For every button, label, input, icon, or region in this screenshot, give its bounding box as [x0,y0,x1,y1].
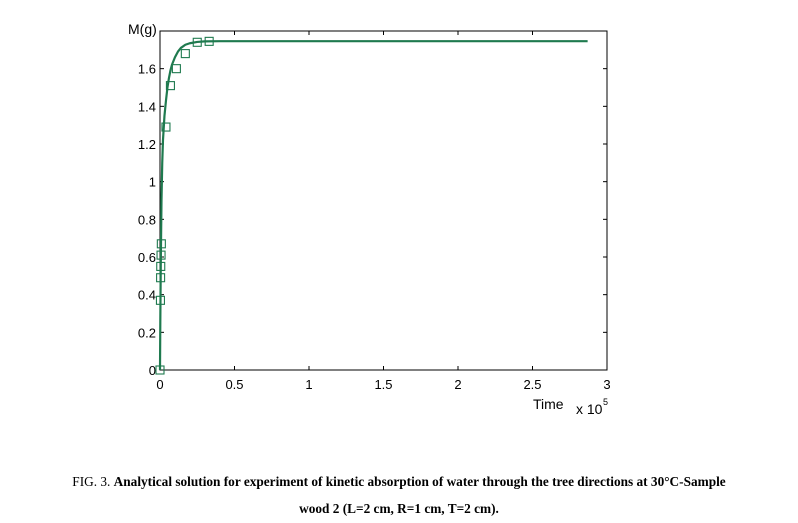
figure-caption: FIG. 3. Analytical solution for experime… [0,468,798,522]
caption-text-line2: wood 2 (L=2 cm, R=1 cm, T=2 cm). [299,501,499,516]
data-point-square [192,37,202,47]
data-point-square [204,36,214,46]
data-point-square [165,81,175,91]
y-tick-label: 1.4 [138,99,156,114]
axes-box [159,30,608,371]
y-tick-label: 0.6 [138,250,156,265]
x-tick-label: 0.5 [225,377,243,392]
plot-area: 0 0.5 1 1.5 2 2.5 3 0 0.2 0.4 0.6 0.8 1 1.2 1.4 1.6 [138,30,611,392]
caption-label: FIG. 3. [72,474,111,489]
x-axis-multiplier-exponent: 5 [603,397,608,407]
data-point-square [156,273,166,283]
data-point-square [156,250,166,260]
y-axis-title: M(g) [128,21,157,37]
caption-text-line1: Analytical solution for experiment of ki… [113,474,726,489]
data-point-square [171,64,181,74]
data-point-square [156,239,166,249]
data-point-square [161,122,171,132]
x-tick-label: 2 [454,377,461,392]
x-tick-label: 0 [156,377,163,392]
x-tick-label: 1 [305,377,312,392]
y-tick-label: 0.8 [138,212,156,227]
y-tick-label: 0.2 [138,325,156,340]
data-point-square [180,49,190,59]
data-point-square [155,295,165,305]
y-tick-label: 1.6 [138,62,156,77]
series-fit-line [158,40,588,371]
data-point-square [156,261,166,271]
y-tick-label: 1 [149,175,156,190]
data-point-square [155,365,165,375]
y-tick-label: 0 [149,363,156,378]
chart: 0 0.5 1 1.5 2 2.5 3 0 0.2 0.4 0.6 0.8 1 1.2 1.4 1.6 M(g… [128,21,611,417]
x-axis-multiplier: x 10 [576,401,603,417]
x-tick-label: 2.5 [523,377,541,392]
y-tick-label: 1.2 [138,137,156,152]
y-tick-label: 0.4 [138,288,156,303]
x-axis-title: Time [533,396,564,412]
x-tick-label: 1.5 [374,377,392,392]
x-tick-label: 3 [603,377,610,392]
